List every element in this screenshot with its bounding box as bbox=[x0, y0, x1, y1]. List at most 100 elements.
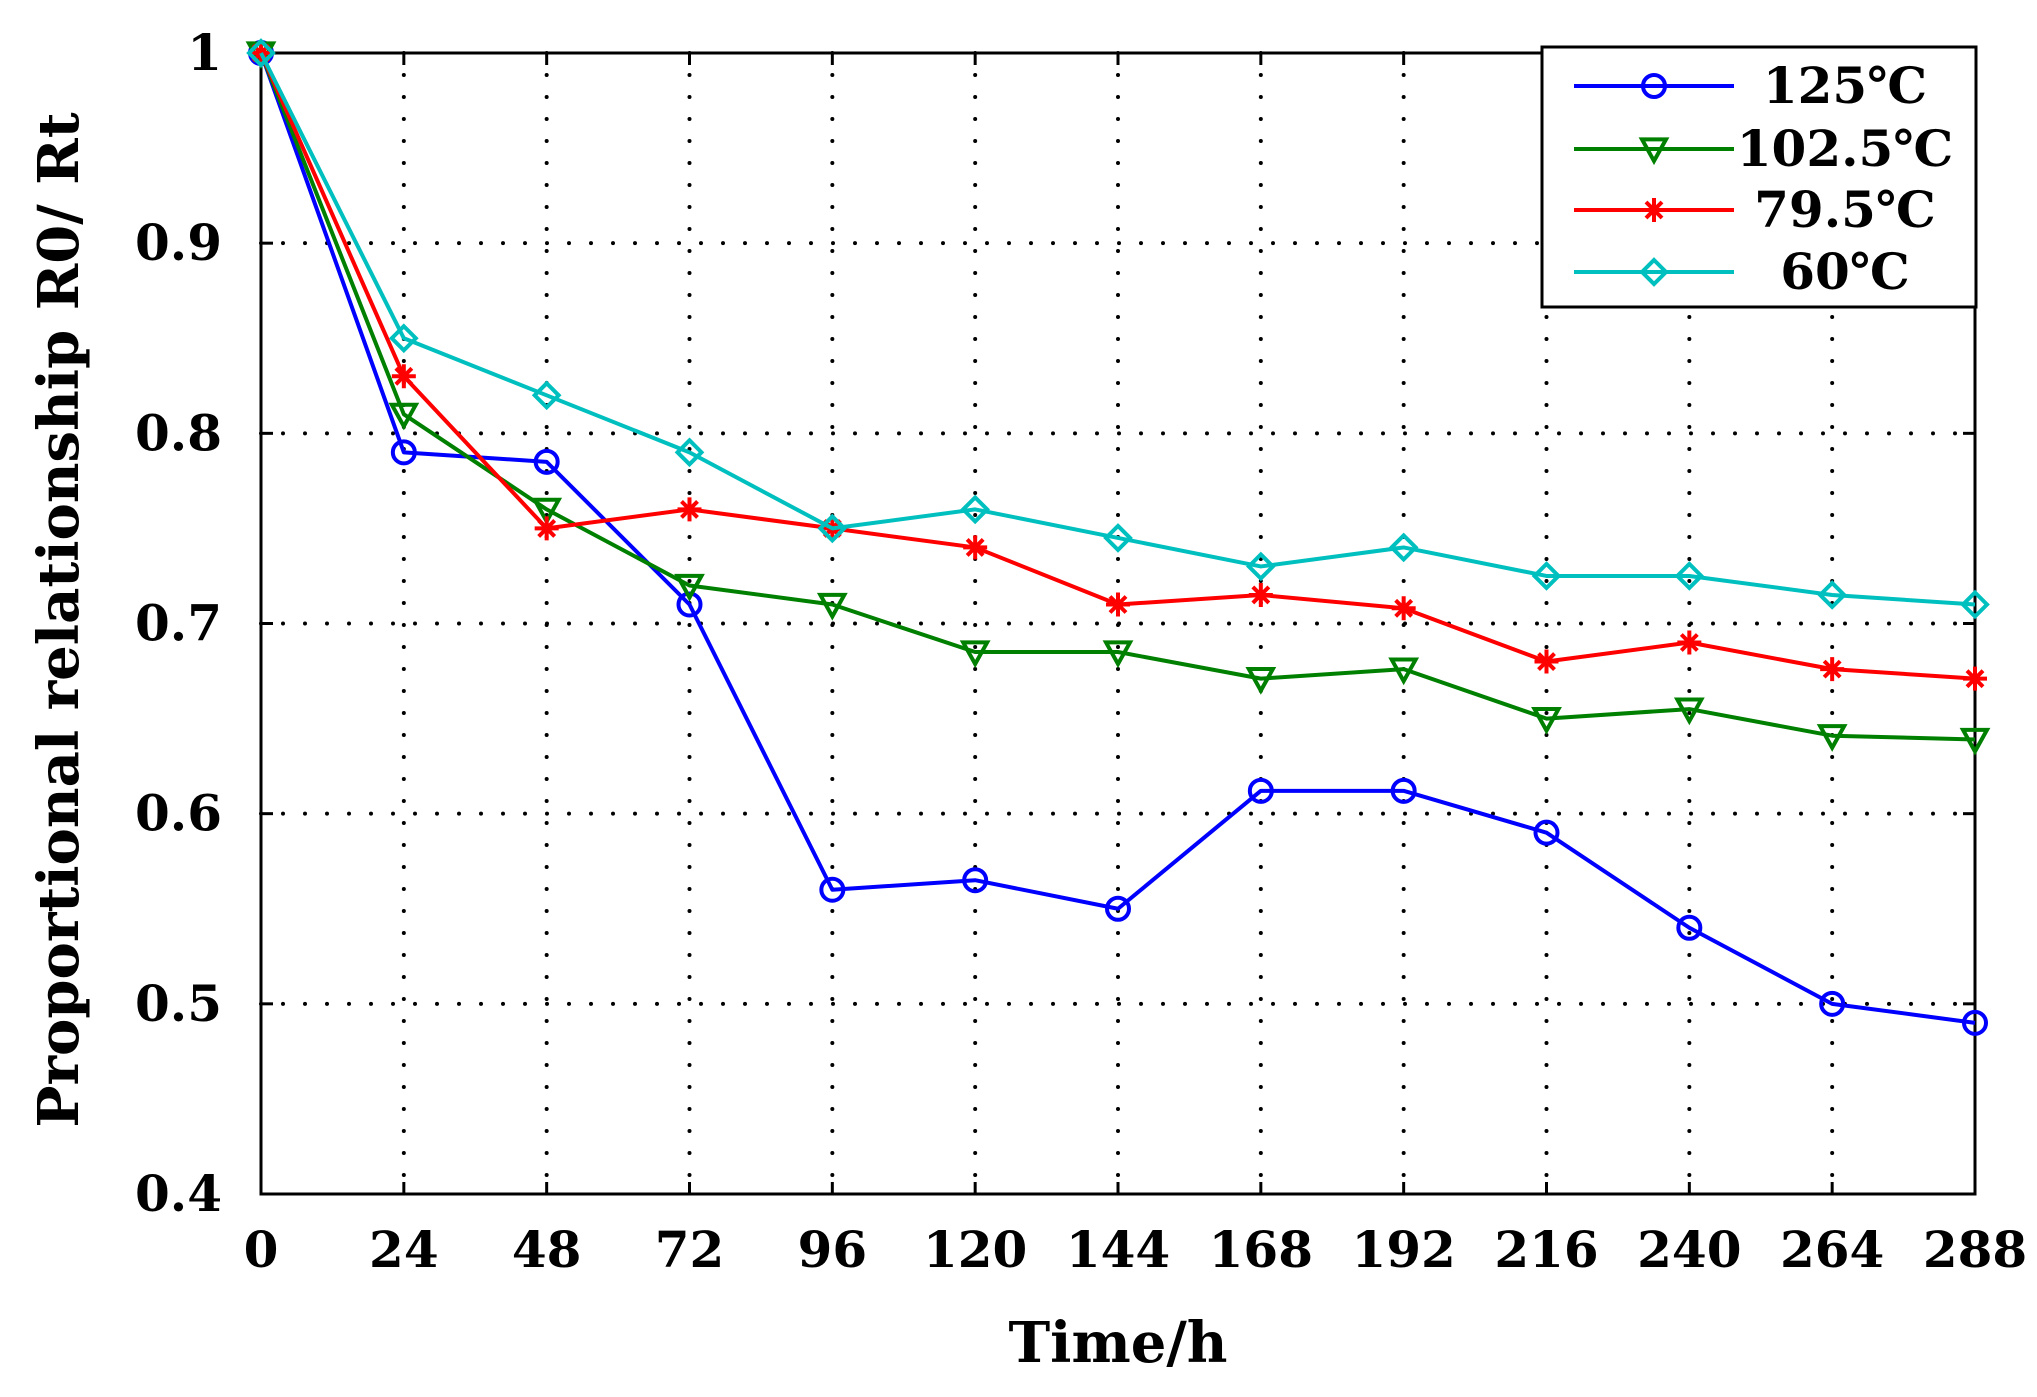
data-point bbox=[1962, 1009, 1988, 1036]
star-marker-strokes bbox=[963, 535, 988, 560]
data-point bbox=[388, 402, 420, 431]
data-point bbox=[959, 640, 991, 669]
data-point bbox=[531, 380, 562, 411]
data-point bbox=[1959, 727, 1991, 756]
star-marker-strokes bbox=[1534, 649, 1559, 674]
x-tick-label: 216 bbox=[1494, 1220, 1598, 1279]
data-point bbox=[674, 573, 705, 602]
legend-box bbox=[1540, 45, 1978, 309]
y-tick-label: 0.8 bbox=[135, 403, 222, 462]
data-point bbox=[816, 592, 848, 621]
x-tick-label: 72 bbox=[655, 1220, 725, 1279]
data-point bbox=[534, 516, 559, 541]
data-point bbox=[390, 439, 417, 466]
star-marker-strokes bbox=[391, 364, 416, 389]
data-point bbox=[391, 364, 416, 389]
data-point bbox=[1247, 777, 1274, 804]
data-point bbox=[1677, 630, 1702, 655]
data-point bbox=[1246, 551, 1276, 582]
star-marker-strokes bbox=[1963, 666, 1987, 691]
data-series bbox=[245, 38, 1991, 1036]
data-point bbox=[1673, 697, 1705, 726]
x-tick-label: 144 bbox=[1066, 1220, 1170, 1279]
legend-label: 79.5℃ bbox=[1754, 180, 1936, 239]
legend-marker bbox=[1642, 198, 1666, 222]
data-point bbox=[1391, 596, 1416, 621]
star-marker-strokes bbox=[1248, 582, 1273, 607]
x-tick-label: 48 bbox=[512, 1220, 582, 1279]
x-tick-label: 24 bbox=[369, 1220, 439, 1279]
y-tick-label: 1 bbox=[187, 23, 222, 82]
series-line bbox=[259, 52, 1976, 607]
data-point bbox=[677, 497, 702, 522]
y-axis-title: Proportional relationship R0/ Rt bbox=[26, 112, 92, 1127]
data-point bbox=[963, 535, 988, 560]
series-line bbox=[259, 52, 1976, 742]
data-point bbox=[1820, 657, 1845, 682]
data-point bbox=[1245, 667, 1277, 695]
data-point bbox=[1960, 589, 1990, 620]
data-point bbox=[819, 876, 846, 903]
data-point bbox=[531, 497, 563, 526]
legend-item: 125℃ bbox=[1574, 56, 1927, 115]
x-tick-label: 0 bbox=[244, 1220, 279, 1279]
star-marker-strokes bbox=[1677, 630, 1702, 655]
star-marker-strokes bbox=[534, 516, 559, 541]
legend-marker bbox=[1639, 257, 1669, 287]
x-tick-label: 192 bbox=[1351, 1220, 1455, 1279]
x-tick-label: 240 bbox=[1637, 1220, 1741, 1279]
data-point bbox=[817, 513, 848, 544]
data-point bbox=[533, 448, 560, 475]
legend-label: 60℃ bbox=[1780, 242, 1910, 301]
star-marker-strokes bbox=[677, 497, 702, 522]
data-point bbox=[1817, 580, 1847, 610]
data-point bbox=[1248, 582, 1273, 607]
legend-label: 125℃ bbox=[1763, 56, 1927, 115]
x-tick-label: 168 bbox=[1209, 1220, 1313, 1279]
data-point bbox=[962, 867, 989, 894]
x-axis-title: Time/h bbox=[1009, 1310, 1228, 1376]
data-point bbox=[1105, 895, 1131, 922]
legend-item: 79.5℃ bbox=[1574, 180, 1936, 239]
y-tick-label: 0.7 bbox=[135, 594, 222, 653]
data-point bbox=[1390, 777, 1417, 804]
series-3 bbox=[246, 38, 1990, 620]
tick-labels: 0 24 48 72 96 120 144 168 192 216 240 264 288 0.4 0.5 0… bbox=[135, 23, 2027, 1279]
data-point bbox=[1388, 657, 1420, 686]
data-point bbox=[1102, 640, 1134, 669]
y-tick-label: 0.9 bbox=[135, 213, 222, 272]
y-tick-label: 0.5 bbox=[135, 974, 222, 1033]
data-point bbox=[960, 494, 990, 525]
data-point bbox=[1106, 592, 1130, 617]
data-point bbox=[1674, 561, 1705, 591]
series-line bbox=[259, 52, 1976, 1025]
star-marker-strokes bbox=[1391, 596, 1416, 621]
data-point bbox=[1963, 666, 1987, 691]
y-tick-label: 0.4 bbox=[135, 1164, 222, 1223]
data-point bbox=[1531, 561, 1562, 591]
data-point bbox=[674, 437, 705, 468]
data-point bbox=[1531, 706, 1562, 735]
x-tick-label: 96 bbox=[798, 1220, 868, 1279]
legend-item: 102.5℃ bbox=[1574, 119, 1953, 178]
x-tick-label: 120 bbox=[923, 1220, 1027, 1279]
data-point bbox=[1816, 724, 1848, 752]
y-tick-label: 0.6 bbox=[135, 784, 222, 843]
legend-marker bbox=[1638, 137, 1670, 166]
star-marker-strokes bbox=[1820, 657, 1845, 682]
data-point bbox=[1676, 914, 1703, 941]
x-tick-label: 264 bbox=[1780, 1220, 1884, 1279]
legend-label: 102.5℃ bbox=[1737, 119, 1953, 178]
data-point bbox=[1388, 532, 1419, 563]
data-point bbox=[1533, 819, 1560, 846]
x-tick-label: 288 bbox=[1923, 1220, 2027, 1279]
legend-marker bbox=[1641, 73, 1667, 99]
data-point bbox=[389, 323, 419, 354]
data-point bbox=[1534, 649, 1559, 674]
star-marker-strokes bbox=[1106, 592, 1130, 617]
star-marker-strokes bbox=[1642, 198, 1666, 222]
data-point bbox=[1819, 990, 1846, 1017]
